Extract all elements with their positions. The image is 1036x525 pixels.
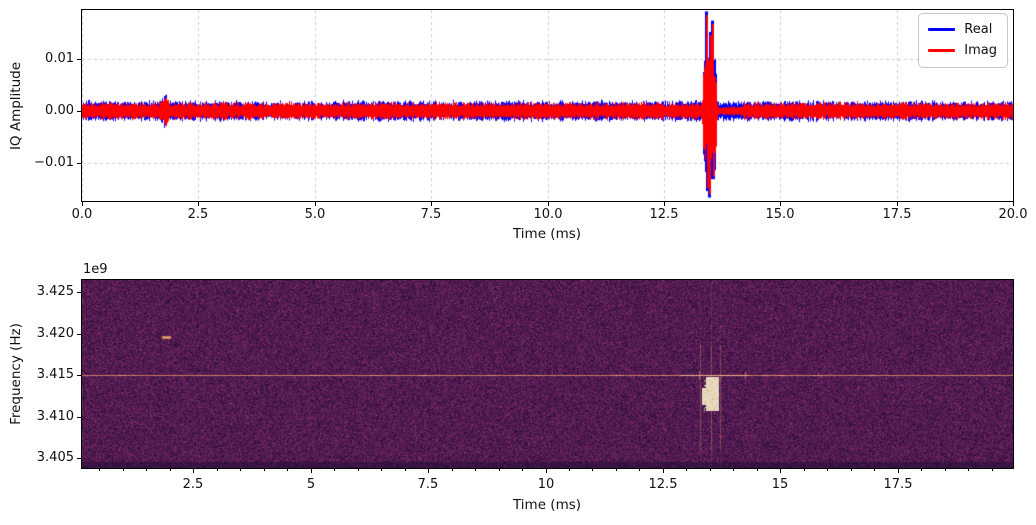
x-minor-tick-mark [851, 469, 852, 471]
x-tick-mark [664, 202, 665, 206]
y-tick-label: 0.00 [45, 103, 74, 118]
x-minor-tick-mark [733, 469, 734, 471]
legend: Real Imag [918, 13, 1008, 68]
x-minor-tick-mark [921, 469, 922, 471]
legend-label: Imag [964, 43, 997, 58]
legend-line-imag-icon [928, 49, 956, 52]
y-tick-mark [77, 334, 81, 335]
x-tick-label: 12.5 [648, 477, 678, 492]
x-minor-tick-mark [217, 469, 218, 471]
x-tick-label: 5 [306, 477, 316, 492]
x-minor-tick-mark [452, 469, 453, 471]
x-minor-tick-mark [616, 469, 617, 471]
x-tick-label: 17.5 [882, 207, 912, 222]
x-minor-tick-mark [592, 469, 593, 471]
x-minor-tick-mark [381, 469, 382, 471]
y-tick-label: 3.410 [36, 409, 74, 424]
x-tick-mark [780, 202, 781, 206]
x-minor-tick-mark [264, 469, 265, 471]
x-minor-tick-mark [686, 469, 687, 471]
legend-line-real-icon [928, 28, 956, 31]
x-minor-tick-mark [757, 469, 758, 471]
y-tick-mark [77, 292, 81, 293]
x-tick-mark [193, 469, 194, 473]
x-minor-tick-mark [475, 469, 476, 471]
x-tick-label: 10 [537, 477, 555, 492]
y-tick-mark [77, 163, 81, 164]
x-minor-tick-mark [123, 469, 124, 471]
x-tick-mark [780, 469, 781, 473]
x-tick-mark [546, 469, 547, 473]
spectrogram-x-axis-label: Time (ms) [512, 497, 582, 513]
x-tick-mark [548, 202, 549, 206]
y-tick-mark [77, 375, 81, 376]
y-tick-label: −0.01 [34, 155, 74, 170]
x-tick-mark [311, 469, 312, 473]
legend-entry: Real [928, 19, 997, 40]
x-tick-label: 7.5 [417, 477, 439, 492]
x-minor-tick-mark [569, 469, 570, 471]
x-minor-tick-mark [146, 469, 147, 471]
x-minor-tick-mark [99, 469, 100, 471]
x-minor-tick-mark [639, 469, 640, 471]
x-minor-tick-mark [358, 469, 359, 471]
y-tick-label: 3.425 [36, 284, 74, 299]
x-tick-mark [431, 202, 432, 206]
x-tick-mark [198, 202, 199, 206]
y-axis-offset-text: 1e9 [83, 262, 108, 277]
x-tick-label: 2.5 [187, 207, 209, 222]
y-tick-label: 3.415 [36, 367, 74, 382]
x-tick-mark [315, 202, 316, 206]
x-minor-tick-mark [945, 469, 946, 471]
x-minor-tick-mark [804, 469, 805, 471]
x-minor-tick-mark [287, 469, 288, 471]
x-tick-label: 5.0 [304, 207, 326, 222]
x-tick-label: 7.5 [420, 207, 442, 222]
legend-entry: Imag [928, 40, 997, 61]
y-tick-label: 3.405 [36, 450, 74, 465]
x-tick-mark [898, 469, 899, 473]
x-tick-label: 12.5 [649, 207, 679, 222]
x-tick-mark [663, 469, 664, 473]
x-minor-tick-mark [710, 469, 711, 471]
x-minor-tick-mark [992, 469, 993, 471]
x-minor-tick-mark [522, 469, 523, 471]
x-tick-label: 10.0 [533, 207, 563, 222]
x-tick-mark [897, 202, 898, 206]
x-minor-tick-mark [874, 469, 875, 471]
iq-time-series-canvas [82, 10, 1013, 201]
x-tick-mark [1013, 202, 1014, 206]
y-tick-mark [77, 458, 81, 459]
x-tick-label: 17.5 [883, 477, 913, 492]
y-tick-mark [77, 111, 81, 112]
x-minor-tick-mark [170, 469, 171, 471]
x-minor-tick-mark [827, 469, 828, 471]
y-tick-label: 0.01 [45, 51, 74, 66]
x-tick-label: 15 [771, 477, 789, 492]
x-tick-mark [82, 202, 83, 206]
x-minor-tick-mark [499, 469, 500, 471]
y-tick-mark [77, 417, 81, 418]
x-minor-tick-mark [240, 469, 241, 471]
x-tick-label: 0.0 [71, 207, 93, 222]
legend-label: Real [964, 22, 993, 37]
x-tick-mark [428, 469, 429, 473]
x-minor-tick-mark [405, 469, 406, 471]
x-tick-label: 20.0 [998, 207, 1028, 222]
iq-plot-area: Real Imag [81, 9, 1014, 202]
y-tick-label: 3.420 [36, 326, 74, 341]
x-minor-tick-mark [334, 469, 335, 471]
spectrogram-plot-area [81, 279, 1014, 469]
x-tick-label: 2.5 [182, 477, 204, 492]
x-minor-tick-mark [968, 469, 969, 471]
spectrogram-canvas [82, 280, 1013, 468]
iq-x-axis-label: Time (ms) [512, 226, 582, 242]
y-tick-mark [77, 59, 81, 60]
x-tick-label: 15.0 [765, 207, 795, 222]
